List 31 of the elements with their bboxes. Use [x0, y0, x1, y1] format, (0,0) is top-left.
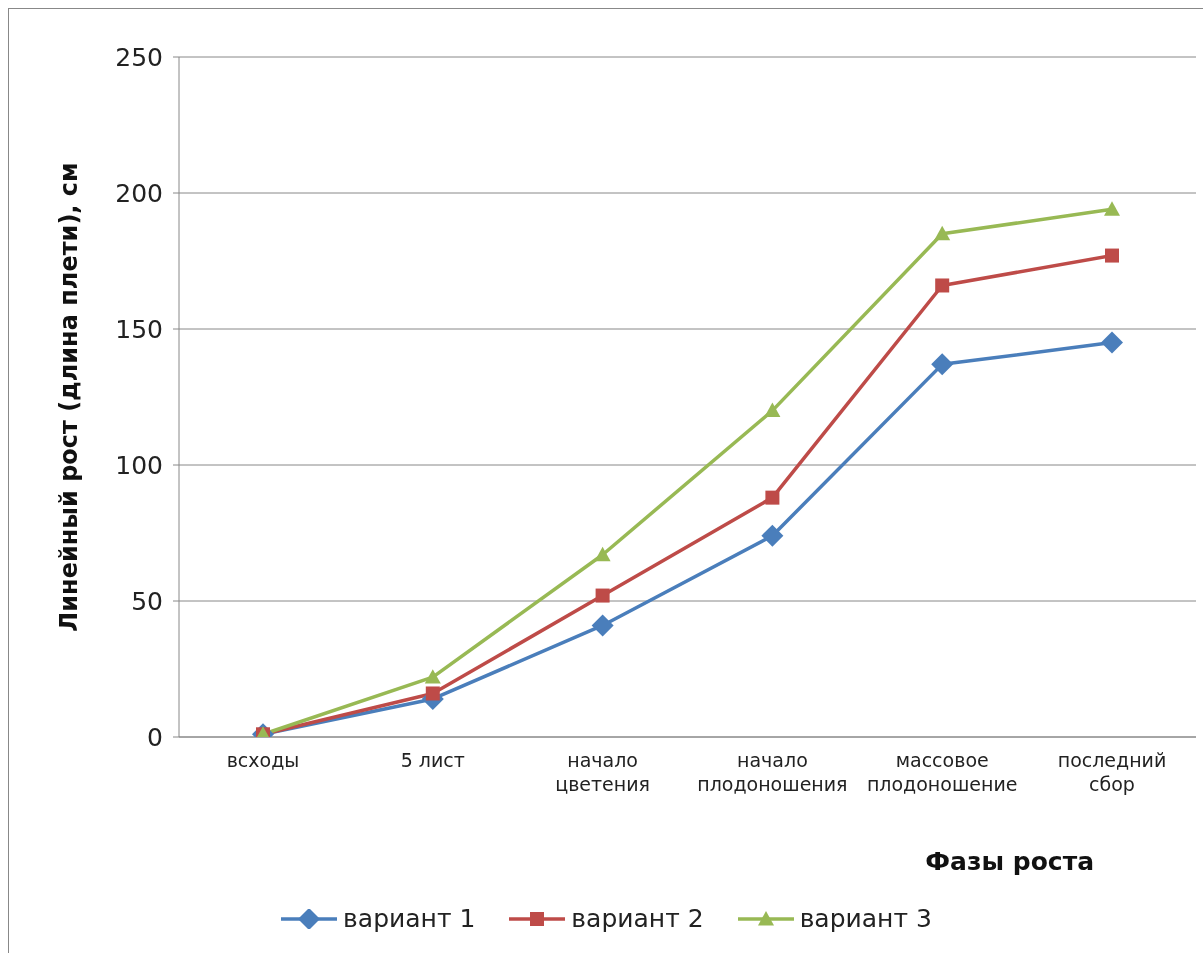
x-tick-label: массовое плодоношение: [866, 749, 1018, 795]
y-axis-title: Линейный рост (длина плети), см: [55, 162, 83, 632]
point: [764, 402, 781, 417]
y-tick-label: 200: [115, 178, 163, 208]
legend-label: вариант 1: [343, 904, 476, 933]
point: [1105, 248, 1119, 263]
y-tick-label: 250: [115, 42, 163, 72]
point: [935, 278, 950, 293]
legend-label: вариант 2: [571, 904, 704, 933]
point: [425, 686, 440, 701]
x-tick-label: начало плодоношения: [697, 749, 848, 795]
y-tick-label: 50: [131, 586, 163, 616]
y-tick-label: 0: [147, 722, 163, 752]
x-axis-title: Фазы роста: [925, 847, 1094, 876]
x-tick-label: всходы: [226, 749, 300, 771]
point: [594, 546, 611, 562]
y-tick-label: 150: [115, 314, 163, 344]
point: [761, 524, 784, 547]
x-tick-label: последний сбор: [1057, 749, 1167, 795]
point: [934, 225, 951, 241]
point: [591, 614, 614, 637]
y-tick-label: 100: [115, 450, 163, 480]
legend-label: вариант 3: [799, 904, 932, 933]
x-tick-label: 5 лист: [400, 749, 465, 771]
x-tick-label: начало цветения: [555, 749, 650, 795]
point: [1101, 331, 1123, 354]
point: [424, 669, 441, 684]
point: [595, 588, 610, 603]
point: [765, 490, 780, 505]
point: [931, 353, 954, 376]
point: [1104, 201, 1120, 216]
